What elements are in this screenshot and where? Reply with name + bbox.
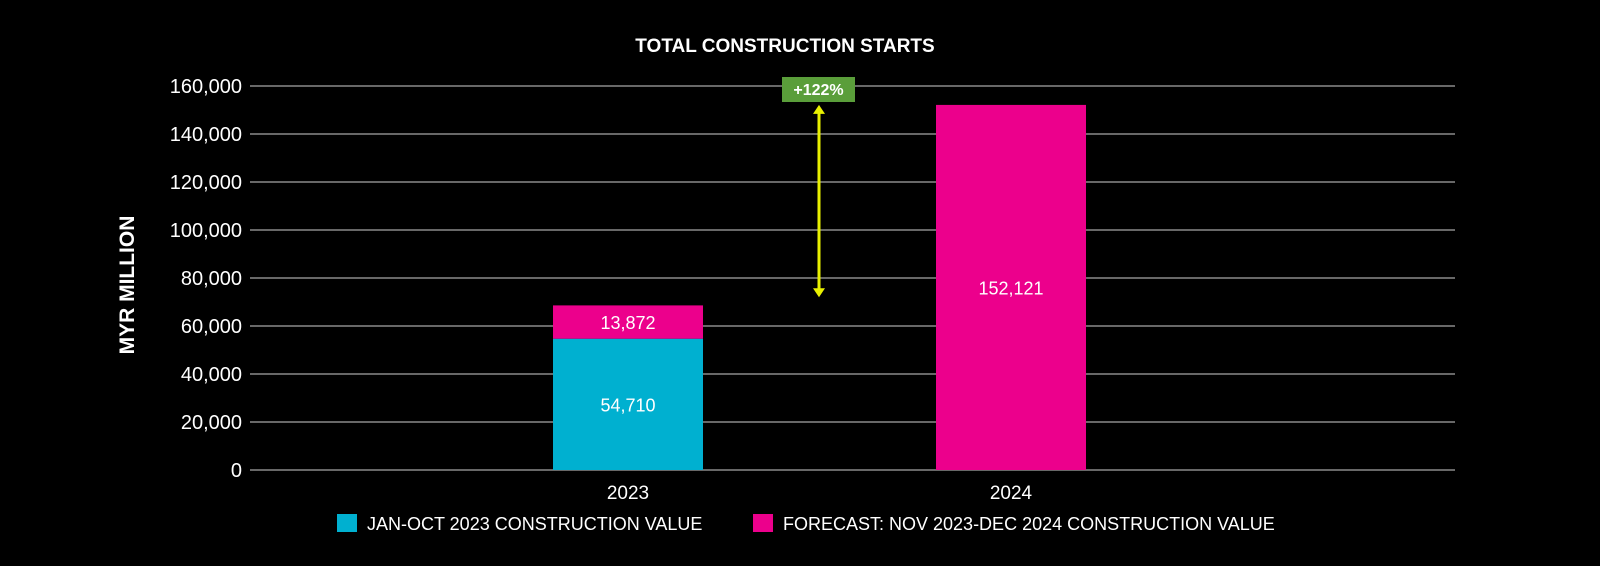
legend-label: FORECAST: NOV 2023-DEC 2024 CONSTRUCTION…	[783, 514, 1275, 534]
bars	[553, 104, 1086, 470]
legend-label: JAN-OCT 2023 CONSTRUCTION VALUE	[367, 514, 702, 534]
y-axis-ticks: 0 20,000 40,000 60,000 80,000 100,000 120,000 1…	[170, 76, 242, 482]
growth-arrow-head-top	[813, 104, 825, 114]
y-axis-label: MYR MILLION	[116, 216, 139, 355]
y-tick-label: 140,000	[170, 124, 242, 146]
bar-segment	[553, 338, 703, 470]
bar-segment	[936, 104, 1086, 470]
x-axis-categories: 2023 2024	[607, 483, 1033, 504]
y-tick-label: 20,000	[181, 412, 242, 434]
data-label: 152,121	[978, 278, 1043, 298]
y-tick-label: 40,000	[181, 364, 242, 386]
data-label: 13,872	[600, 313, 655, 333]
y-tick-label: 120,000	[170, 172, 242, 194]
y-tick-label: 100,000	[170, 220, 242, 242]
gridlines	[250, 85, 1455, 471]
x-category-label: 2024	[990, 483, 1033, 504]
bar-segment	[553, 305, 703, 339]
chart-title: TOTAL CONSTRUCTION STARTS	[635, 36, 934, 57]
data-label: 54,710	[600, 395, 655, 415]
growth-arrow-head-bottom	[813, 288, 825, 298]
y-tick-label: 60,000	[181, 316, 242, 338]
legend-swatch	[337, 514, 357, 532]
data-labels: 54,710 13,872 152,121	[600, 278, 1043, 415]
x-category-label: 2023	[607, 483, 649, 504]
legend: JAN-OCT 2023 CONSTRUCTION VALUE FORECAST:…	[337, 514, 1275, 534]
y-tick-label: 80,000	[181, 268, 242, 290]
legend-swatch	[753, 514, 773, 532]
growth-badge-text: +122%	[793, 82, 843, 99]
y-tick-label: 0	[231, 460, 242, 482]
growth-annotation: +122%	[782, 77, 855, 298]
y-tick-label: 160,000	[170, 76, 242, 98]
growth-badge	[782, 77, 855, 102]
